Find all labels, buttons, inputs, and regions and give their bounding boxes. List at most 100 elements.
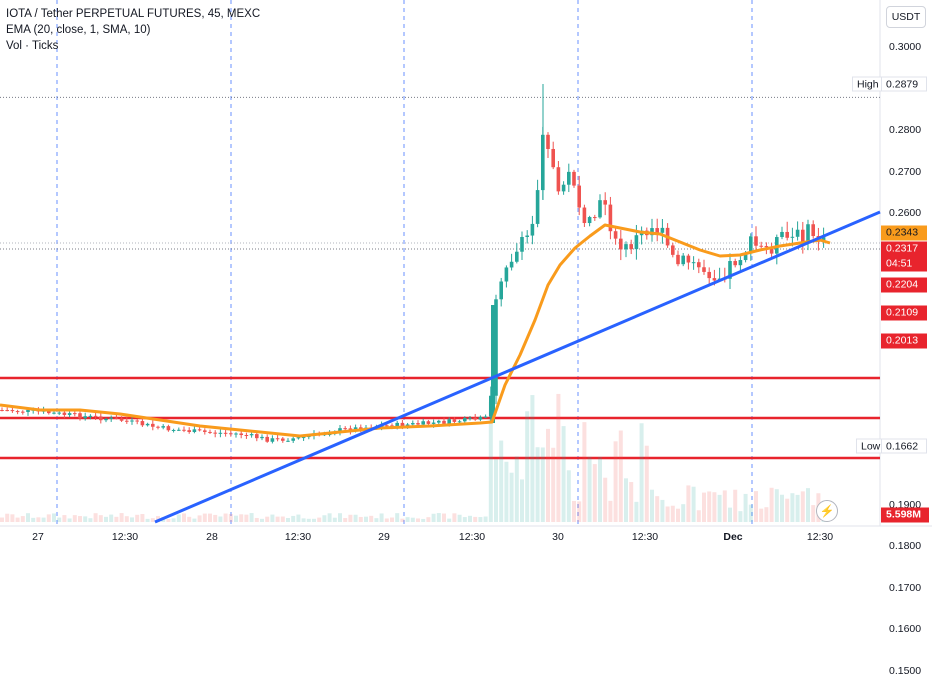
volume-bar — [379, 513, 384, 522]
candle-body — [629, 244, 633, 250]
candle-body — [62, 412, 67, 415]
time-tick-label: 30 — [552, 531, 564, 543]
time-tick-label: 12:30 — [284, 531, 312, 543]
symbol-title[interactable]: IOTA / Tether PERPETUAL FUTURES, 45, MEX… — [6, 8, 261, 20]
volume-bar — [795, 494, 800, 522]
ema-line — [0, 223, 831, 438]
candle-body — [749, 236, 753, 254]
volume-bar — [405, 517, 410, 522]
volume-bar — [691, 486, 696, 522]
candle-body — [291, 438, 295, 441]
candle-body — [166, 426, 171, 431]
volume-bar — [291, 515, 296, 522]
volume-bar — [681, 504, 686, 522]
candle-body — [421, 421, 425, 425]
volume-bar — [31, 517, 36, 522]
volume-bar — [62, 515, 67, 522]
candle-body — [385, 425, 389, 427]
candle-body — [463, 417, 467, 422]
volume-bar — [343, 518, 348, 522]
candle-body — [21, 411, 25, 413]
volume-bar — [338, 513, 342, 522]
volume-value-tag: 5.598M — [881, 507, 929, 523]
volume-bar — [483, 516, 488, 522]
volume-bar — [613, 441, 618, 522]
volume-bar — [462, 517, 467, 522]
volume-bar — [540, 447, 545, 522]
candle-body — [759, 245, 763, 247]
volume-bar — [509, 472, 514, 522]
price-tick-label: 0.2800 — [889, 124, 922, 137]
volume-bar — [457, 514, 462, 522]
volume-legend[interactable]: Vol · Ticks — [6, 40, 59, 52]
volume-bar — [561, 426, 566, 522]
candle-body — [567, 171, 571, 185]
candle-body — [442, 420, 446, 424]
volume-bar — [286, 518, 290, 522]
candle-body — [400, 422, 405, 427]
volume-bar — [353, 514, 358, 522]
candle-body — [104, 418, 108, 421]
volume-bar — [52, 513, 56, 522]
candle-body — [582, 207, 587, 224]
volume-bar — [301, 518, 306, 522]
lightning-icon[interactable]: ⚡ — [816, 500, 838, 522]
candle-body — [515, 251, 519, 262]
volume-bar — [665, 506, 670, 522]
volume-bar — [260, 518, 264, 522]
volume-bar — [10, 514, 15, 522]
candle-body — [0, 410, 4, 411]
volume-bar — [296, 514, 301, 522]
price-tick-label: 0.2700 — [889, 165, 922, 178]
candle-body — [821, 237, 826, 242]
volume-bar — [98, 515, 103, 522]
volume-bar — [759, 508, 764, 522]
candle-body — [171, 429, 176, 431]
chart-legend: IOTA / Tether PERPETUAL FUTURES, 45, MEX… — [6, 6, 260, 54]
candle-body — [343, 428, 347, 430]
candle-body — [494, 299, 498, 396]
volume-bar — [785, 498, 790, 522]
volume-bar — [88, 518, 93, 522]
volume-bar — [228, 514, 233, 522]
currency-button[interactable]: USDT — [886, 6, 926, 28]
volume-bar — [410, 517, 415, 522]
volume-bar — [36, 517, 41, 522]
candle-body — [296, 437, 301, 439]
candle-body — [197, 429, 202, 431]
level-tag-1: 0.2204 — [881, 277, 927, 293]
volume-bar — [234, 515, 238, 522]
volume-bar — [327, 513, 332, 522]
candle-body — [707, 271, 711, 279]
trendline — [154, 210, 881, 524]
candle-body — [151, 423, 155, 427]
candle-body — [489, 395, 493, 417]
volume-bar — [332, 517, 337, 522]
candle-body — [634, 235, 639, 250]
candle-body — [702, 267, 706, 272]
volume-bar — [67, 518, 72, 522]
candle-body — [26, 409, 30, 412]
volume-bar — [577, 501, 582, 522]
volume-bar — [655, 496, 660, 522]
candle-body — [556, 167, 561, 192]
price-tick-label: 0.1800 — [889, 540, 922, 553]
ema-legend[interactable]: EMA (20, close, 1, SMA, 10) — [6, 24, 151, 36]
candle-body — [712, 278, 717, 281]
candle-body — [754, 236, 758, 246]
volume-bar — [676, 508, 680, 522]
volume-bar — [213, 514, 218, 522]
chart-canvas[interactable] — [0, 0, 932, 550]
volume-bar — [634, 501, 639, 522]
candle-body — [551, 148, 555, 168]
volume-bar — [20, 516, 25, 522]
volume-bar — [416, 518, 420, 522]
volume-bar — [187, 516, 192, 522]
volume-bar — [733, 489, 738, 522]
candle-body — [145, 423, 150, 426]
volume-bar — [390, 517, 394, 522]
breakout-candle — [491, 305, 495, 423]
level-tag-2: 0.2109 — [881, 305, 927, 321]
candle-body — [130, 420, 134, 422]
candle-body — [577, 185, 581, 208]
